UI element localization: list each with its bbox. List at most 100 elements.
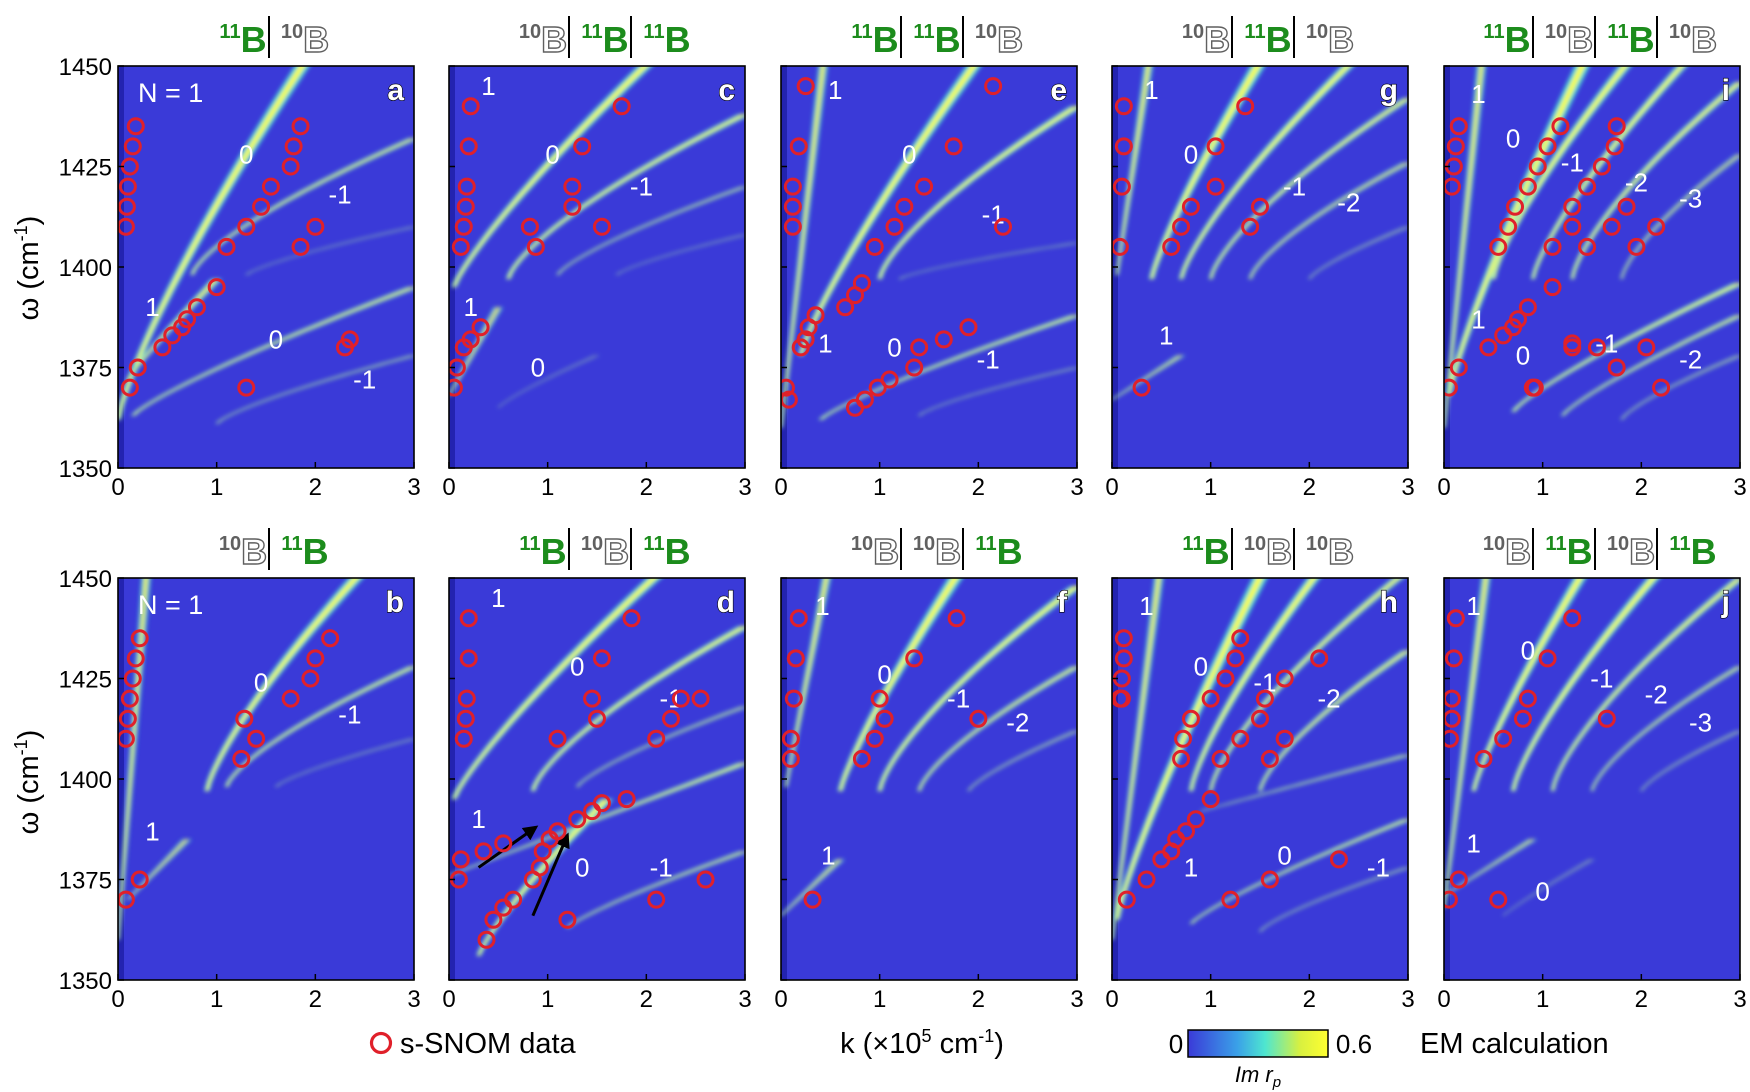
data-point [187,298,206,317]
panel-a: 0 -1 1 0 -1 N = 1 a 0 1 2 3 1350 1375 1400 1425 1450 11B… [59,16,421,501]
y-title-prefix: ω (cm [13,241,45,320]
data-point [1602,217,1621,236]
band-halo [1639,730,1740,792]
x-tick-label: 0 [1105,986,1118,1013]
band-core [1444,66,1484,428]
data-point [806,306,825,325]
stack-title: 11B 10B [219,16,330,61]
panel-f: 1 0 -1 -2 1 f 0 1 2 3 10B 10B 11B [774,528,1084,1013]
data-point [484,910,503,929]
data-point [944,137,963,156]
mode-label: -2 [1625,168,1648,198]
mode-label: -1 [338,700,361,730]
data-point [123,137,142,156]
data-point [865,237,884,256]
y-title-suffix: ) [13,730,45,740]
x-tick-label: 2 [972,474,985,501]
dispersion-band [449,762,745,876]
y-tick-label: 1450 [59,566,112,593]
band-halo [781,859,846,916]
dispersion-band [1258,867,1408,932]
x-tick-label: 2 [309,474,322,501]
x-title-middle: cm [932,1028,979,1060]
data-point [1444,649,1463,668]
legend-marker [369,1031,393,1055]
data-point [281,689,300,708]
panel-letter: j [1721,586,1730,619]
stack-title: 11B 10B 11B [519,528,691,573]
panel-g: 1 0 -1 -2 1 g 0 1 2 3 10B 11B 10B [1105,16,1415,501]
data-point [1509,310,1527,329]
mode-label: 1 [828,75,842,105]
x-tick-label: 2 [640,474,653,501]
data-point [1211,749,1230,768]
mode-label: -1 [1253,668,1276,698]
mode-label: 0 [239,139,253,169]
band-halo [1619,355,1740,420]
dispersion-band [1639,730,1740,792]
mode-label: 1 [821,840,835,870]
data-point [836,298,855,317]
isotope-label: 11B [643,531,690,572]
y-tick-label: 1450 [59,54,112,81]
data-point [120,689,139,708]
mode-label: 1 [1184,852,1198,882]
y-tick-label: 1350 [59,968,112,995]
data-point [1446,609,1465,628]
data-point [1518,298,1537,317]
data-point [1652,378,1671,397]
dispersion-band [1510,283,1740,412]
mode-label: -1 [947,684,970,714]
data-point [128,358,147,377]
plot-background [1444,578,1740,980]
mode-label: 1 [1471,304,1485,334]
data-point [895,197,914,216]
dispersion-bands [118,66,414,424]
data-point [1201,790,1220,809]
mode-label: 0 [1535,877,1549,907]
panel-d: 1 0 -1 1 0 -1 d 0 1 2 3 11B 10B 11B [442,528,752,1013]
x-tick-label: 1 [1204,474,1217,501]
data-point [1260,870,1279,889]
data-point [803,890,822,909]
data-point [1241,217,1260,236]
dispersion-band [837,578,963,792]
mode-label: 1 [471,804,485,834]
data-point [1251,197,1269,216]
x-tick-label: 2 [1635,474,1648,501]
dispersion-band [130,287,414,416]
x-tick-label: 3 [1733,474,1746,501]
data-point [301,669,320,688]
isotope-label: 10B [281,19,329,60]
isotope-label: 10B [1306,19,1354,60]
band-halo [818,315,1077,420]
y-tick-label: 1375 [59,868,112,895]
panel-e: 1 0 -1 1 0 -1 e 0 1 2 3 11B 11B 10B [774,16,1084,501]
data-point [1221,890,1240,909]
data-point [1563,609,1582,628]
x-tick-label: 0 [442,474,455,501]
mode-label: 1 [481,71,495,101]
data-point [789,609,808,628]
y-title-sup: -1 [11,225,31,241]
band-core [781,66,825,428]
x-tick-label: 3 [1070,986,1083,1013]
data-point [451,237,470,256]
colorbar-title: Im rp [1235,1062,1281,1091]
isotope-label: 11B [581,19,628,60]
panel-letter: b [386,586,404,619]
data-point [1607,117,1626,136]
stack-title: 10B 10B 11B [851,528,1023,573]
mode-label: 0 [1516,340,1530,370]
x-tick-label: 0 [774,474,787,501]
x-tick-label: 1 [541,474,554,501]
data-point [915,177,934,196]
mode-label: 1 [1144,75,1158,105]
data-point [153,338,172,357]
band-halo [1560,315,1740,416]
data-point [885,217,904,236]
data-point [306,217,325,236]
panel-letter: i [1722,74,1730,107]
mode-label: -2 [1006,708,1029,738]
